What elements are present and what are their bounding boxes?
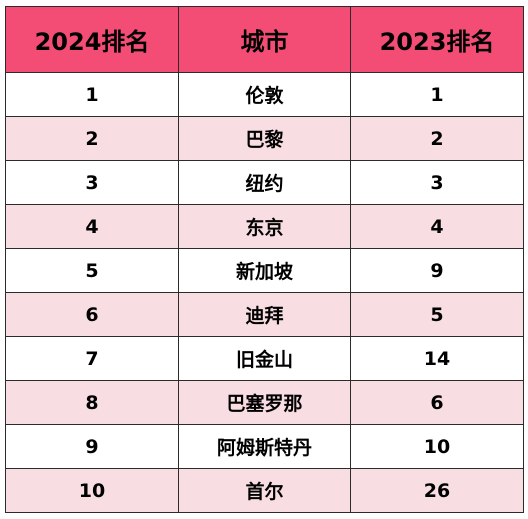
table-row: 1 伦敦 1 xyxy=(5,72,524,117)
rank-2023-cell: 10 xyxy=(350,424,524,469)
header-city: 城市 xyxy=(178,6,351,73)
rank-2024-cell: 1 xyxy=(5,72,179,117)
city-cell: 东京 xyxy=(178,204,351,249)
rank-2023-cell: 6 xyxy=(350,380,524,425)
table-row: 6 迪拜 5 xyxy=(5,292,524,337)
rank-2023-cell: 26 xyxy=(350,468,524,513)
header-row: 2024排名 城市 2023排名 xyxy=(5,6,524,73)
rank-2024-cell: 10 xyxy=(5,468,179,513)
header-rank-2023: 2023排名 xyxy=(350,6,524,73)
table-row: 2 巴黎 2 xyxy=(5,116,524,161)
city-cell: 伦敦 xyxy=(178,72,351,117)
header-rank-2024: 2024排名 xyxy=(5,6,179,73)
city-cell: 新加坡 xyxy=(178,248,351,293)
rank-2024-cell: 9 xyxy=(5,424,179,469)
rank-2024-cell: 7 xyxy=(5,336,179,381)
city-cell: 阿姆斯特丹 xyxy=(178,424,351,469)
table-row: 8 巴塞罗那 6 xyxy=(5,380,524,425)
rank-2024-cell: 6 xyxy=(5,292,179,337)
table-row: 10 首尔 26 xyxy=(5,468,524,513)
rank-2023-cell: 3 xyxy=(350,160,524,205)
ranking-table: 2024排名 城市 2023排名 1 伦敦 1 2 巴黎 2 3 纽约 3 4 东京 4 5 新加坡 9 6 迪… xyxy=(5,6,524,513)
rank-2024-cell: 5 xyxy=(5,248,179,293)
rank-2024-cell: 8 xyxy=(5,380,179,425)
rank-2023-cell: 9 xyxy=(350,248,524,293)
table-row: 4 东京 4 xyxy=(5,204,524,249)
table-row: 3 纽约 3 xyxy=(5,160,524,205)
table-row: 5 新加坡 9 xyxy=(5,248,524,293)
city-cell: 纽约 xyxy=(178,160,351,205)
table-header: 2024排名 城市 2023排名 xyxy=(5,6,524,73)
table-row: 7 旧金山 14 xyxy=(5,336,524,381)
city-cell: 巴塞罗那 xyxy=(178,380,351,425)
rank-2024-cell: 4 xyxy=(5,204,179,249)
table-body: 1 伦敦 1 2 巴黎 2 3 纽约 3 4 东京 4 5 新加坡 9 6 迪拜 5 7 旧金山 14 8 巴塞罗那 6 9 阿姆… xyxy=(5,72,524,513)
rank-2023-cell: 2 xyxy=(350,116,524,161)
rank-2023-cell: 1 xyxy=(350,72,524,117)
rank-2024-cell: 2 xyxy=(5,116,179,161)
rank-2023-cell: 4 xyxy=(350,204,524,249)
city-cell: 首尔 xyxy=(178,468,351,513)
city-cell: 迪拜 xyxy=(178,292,351,337)
rank-2024-cell: 3 xyxy=(5,160,179,205)
city-cell: 旧金山 xyxy=(178,336,351,381)
rank-2023-cell: 14 xyxy=(350,336,524,381)
table-row: 9 阿姆斯特丹 10 xyxy=(5,424,524,469)
rank-2023-cell: 5 xyxy=(350,292,524,337)
city-cell: 巴黎 xyxy=(178,116,351,161)
